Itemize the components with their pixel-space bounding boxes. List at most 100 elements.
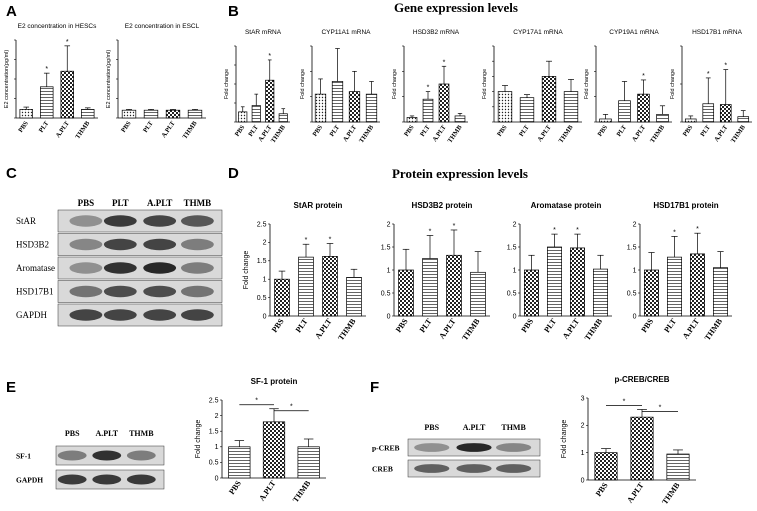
blot-row-label: SF-1 (16, 452, 31, 461)
category-label: THMB (182, 120, 200, 141)
chart-f: p-CREB/CREB 0 1 2 3 Fold change PBS A.PLT THMB * * (561, 375, 696, 506)
blot-band (414, 464, 450, 473)
blot-band (495, 443, 532, 452)
significance-mark: * (642, 73, 645, 80)
blot-band (181, 215, 214, 227)
blot-f: PBS A.PLT THMB p-CREB CREB (372, 423, 541, 478)
bar-pbs (121, 109, 137, 119)
bar-thmb (81, 109, 95, 119)
blot-row-label: StAR (16, 216, 36, 226)
chart-title: p-CREB/CREB (614, 375, 669, 384)
bar-pbs (684, 118, 697, 123)
panel-letter-d: D (228, 165, 239, 182)
category-label: THMB (336, 316, 358, 342)
category-label: PBS (594, 481, 610, 499)
blot-row-label: GAPDH (16, 310, 48, 320)
blot-row-label: CREB (372, 465, 393, 474)
bar-aplt (446, 254, 462, 317)
blot-band (143, 215, 177, 227)
significance-mark: * (66, 39, 69, 46)
bar-thmb (365, 93, 378, 123)
category-label: THMB (270, 124, 288, 145)
gene-expression-title: Gene expression levels (394, 0, 518, 15)
bar-aplt (348, 91, 361, 123)
blot-row-creb: CREB (372, 459, 541, 478)
y-axis-label: Fold change (482, 69, 488, 99)
blot-lane-label: A.PLT (463, 423, 486, 432)
y-tick-label: 2 (215, 413, 219, 420)
chart-title: HSD3B2 mRNA (413, 29, 460, 36)
chart-a2: E2 concentration in ESCL E2 concentration… (106, 23, 206, 140)
chart-d2: HSD3B2 protein 0 0.5 1 1.5 2 PBS * PLT * A.PLT THMB (381, 201, 490, 342)
blot-row-hsd17b1: HSD17B1 (16, 280, 223, 303)
y-tick-label: 1.5 (209, 429, 219, 436)
bar-aplt (570, 247, 585, 317)
y-tick-label: 0.5 (257, 295, 267, 302)
category-label: PBS (597, 124, 610, 138)
blot-band (103, 309, 137, 321)
category-label: PBS (639, 317, 655, 335)
bar-plt (298, 256, 314, 317)
bracket-star: * (659, 404, 662, 411)
bar-plt (331, 81, 344, 123)
blot-row-label: Aromatase (16, 263, 55, 273)
significance-mark: * (453, 223, 456, 230)
bar-pbs (599, 118, 612, 123)
y-axis-label: E2 concentration(pg/ml) (4, 50, 10, 109)
blot-c: PBS PLT A.PLT THMB StAR HSD3B2 Aromatase HSD17B… (16, 198, 223, 327)
blot-band (69, 238, 103, 251)
blot-band (143, 262, 177, 274)
blot-lane-label: THMB (184, 198, 212, 208)
bar-plt (251, 105, 261, 123)
bar-pbs (644, 269, 659, 317)
category-label: A.PLT (257, 478, 278, 502)
bar-thmb (470, 271, 486, 317)
y-tick-label: 0 (263, 313, 267, 320)
blot-row-p-creb: p-CREB (372, 438, 541, 457)
panel-letter-b: B (228, 3, 239, 20)
bar-thmb (454, 115, 466, 123)
category-label: A.PLT (342, 124, 359, 144)
category-label: PLT (328, 124, 341, 138)
category-label: THMB (291, 478, 313, 504)
bar-thmb (346, 277, 362, 317)
y-axis-label: E2 concentration(pg/ml) (106, 50, 112, 109)
y-axis-label: Fold change (670, 69, 676, 99)
blot-band (103, 238, 137, 251)
bar-plt (40, 86, 54, 119)
panel-letter-a: A (6, 3, 17, 20)
blot-strip (57, 209, 223, 233)
category-label: PLT (615, 124, 628, 138)
chart-title: StAR mRNA (245, 29, 282, 36)
blot-row-aromatase: Aromatase (16, 256, 223, 280)
blot-lane-label: PBS (78, 198, 95, 208)
blot-band (143, 285, 177, 298)
bar-aplt (265, 79, 275, 123)
bar-thmb (187, 109, 203, 119)
bar-pbs (406, 117, 418, 123)
bar-aplt (322, 256, 338, 317)
blot-row-gapdh: GAPDH (16, 303, 223, 327)
blot-strip (57, 280, 223, 303)
category-label: THMB (730, 124, 748, 145)
blot-strip (57, 303, 223, 327)
category-label: THMB (358, 124, 376, 145)
bracket-star: * (290, 404, 293, 411)
y-tick-label: 1.5 (507, 244, 517, 251)
significance-mark: * (673, 229, 676, 236)
category-label: PBS (17, 120, 30, 134)
y-tick-label: 1 (215, 444, 219, 451)
blot-band (181, 262, 214, 274)
blot-band (103, 285, 137, 298)
blot-band (69, 215, 103, 227)
y-axis-label: Fold change (561, 420, 568, 459)
bar-thmb (656, 114, 669, 123)
category-label: THMB (460, 316, 482, 342)
chart-title: CYP17A1 mRNA (513, 29, 563, 36)
bar-plt (422, 258, 438, 317)
bar-pbs (398, 269, 414, 317)
y-tick-label: 0 (581, 477, 585, 484)
